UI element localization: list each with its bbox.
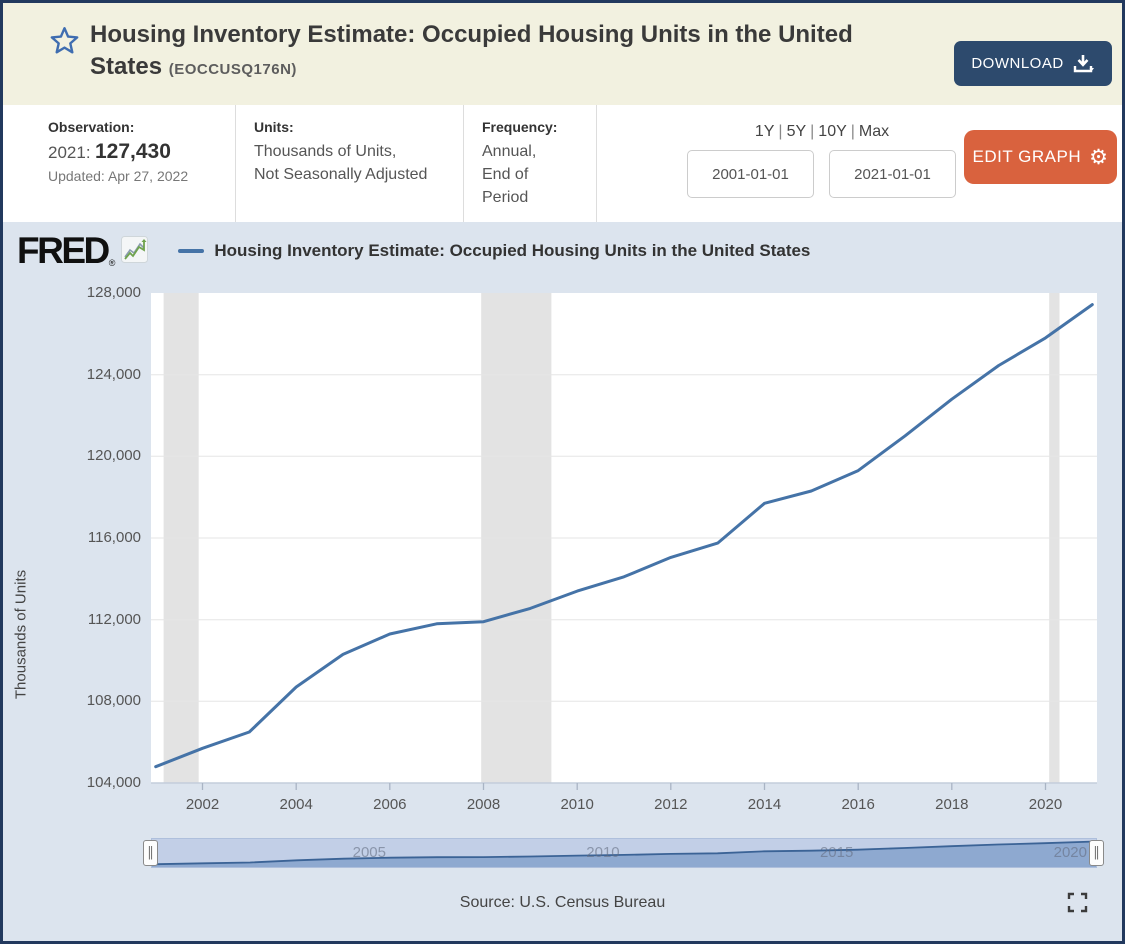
slider-handle-right[interactable]: ‖ — [1089, 840, 1104, 866]
chart-legend: Housing Inventory Estimate: Occupied Hou… — [178, 241, 810, 261]
source-text: Source: U.S. Census Bureau — [459, 894, 666, 911]
y-tick-label: 120,000 — [86, 447, 141, 465]
range-link-1y[interactable]: 1Y — [754, 123, 775, 140]
y-tick-label: 128,000 — [86, 284, 141, 301]
y-axis-title: Thousands of Units — [12, 569, 30, 700]
x-tick-label: 2010 — [560, 796, 594, 813]
slider-year-label: 2015 — [819, 844, 854, 861]
frequency-label: Frequency: — [482, 119, 558, 135]
range-separator: | — [810, 123, 815, 140]
page-title: Housing Inventory Estimate: Occupied Hou… — [90, 21, 853, 80]
download-button[interactable]: DOWNLOAD — [954, 41, 1112, 86]
y-tick-label: 104,000 — [86, 774, 141, 791]
x-tick-label: 2020 — [1028, 796, 1063, 813]
series-id: (EOCCUSQ176N) — [168, 60, 297, 78]
range-links: 1Y | 5Y | 10Y | Max — [687, 123, 957, 141]
x-tick-label: 2006 — [373, 796, 407, 813]
frequency-value-line1: Annual, — [482, 143, 537, 160]
observation-date: 2021: — [48, 143, 91, 162]
y-tick-label: 116,000 — [87, 529, 141, 546]
fred-logo-text: FRED — [17, 230, 110, 271]
x-tick-label: 2004 — [279, 796, 313, 813]
page-header: Housing Inventory Estimate: Occupied Hou… — [3, 3, 1122, 105]
download-icon — [1073, 54, 1094, 72]
meta-bar: Observation: 2021: 127,430 Updated: Apr … — [3, 105, 1122, 222]
chart-section: FRED ® Housing Inventory Estimate: Occup… — [3, 222, 1122, 941]
fullscreen-button[interactable] — [1067, 892, 1088, 916]
edit-graph-button[interactable]: EDIT GRAPH ⚙ — [964, 130, 1117, 184]
slider-mini-chart — [152, 840, 1096, 867]
plot-area[interactable] — [151, 293, 1097, 793]
frequency-block: Frequency: Annual, End of Period — [463, 105, 596, 222]
updated-date: Updated: Apr 27, 2022 — [48, 168, 189, 184]
units-value-line2: Not Seasonally Adjusted — [254, 166, 428, 184]
observation-value: 2021: 127,430 — [48, 140, 217, 164]
range-separator: | — [850, 123, 855, 140]
registered-mark: ® — [108, 258, 116, 268]
legend-label: Housing Inventory Estimate: Occupied Hou… — [214, 240, 811, 260]
slider-year-label: 2010 — [586, 844, 620, 861]
slider-handle-left[interactable]: ‖ — [143, 840, 158, 866]
range-link-10y[interactable]: 10Y — [818, 123, 847, 140]
observation-label: Observation: — [48, 119, 135, 135]
favorite-star-icon[interactable] — [49, 25, 80, 56]
graph-controls: 1Y|5Y|10Y|Max EDIT GRAPH ⚙ — [596, 105, 1122, 222]
units-label: Units: — [254, 119, 294, 135]
y-tick-label: 108,000 — [86, 692, 141, 710]
x-tick-label: 2018 — [935, 796, 969, 813]
x-tick-label: 2008 — [466, 796, 501, 813]
x-tick-label: 2012 — [654, 796, 688, 813]
frequency-value-line2: End of Period — [482, 166, 529, 207]
y-tick-label: 112,000 — [87, 610, 141, 628]
slider-year-label: 2020 — [1053, 844, 1087, 861]
fred-chart-icon — [121, 236, 149, 263]
gear-icon: ⚙ — [1089, 144, 1109, 169]
x-tick-label: 2016 — [841, 796, 875, 813]
range-link-5y[interactable]: 5Y — [786, 123, 807, 140]
observation-number: 127,430 — [95, 140, 171, 163]
fullscreen-icon — [1067, 892, 1088, 913]
y-tick-label: 124,000 — [86, 365, 141, 383]
x-tick-label: 2014 — [747, 796, 782, 813]
date-range-slider[interactable]: 2005 2010 2015 2020 — [151, 838, 1097, 868]
legend-line-swatch — [178, 248, 205, 253]
range-separator: | — [778, 123, 783, 140]
x-tick-label: 2002 — [185, 796, 220, 813]
start-date-input[interactable] — [687, 150, 814, 198]
end-date-input[interactable] — [829, 150, 956, 198]
slider-year-label: 2005 — [352, 844, 386, 861]
range-link-max[interactable]: Max — [858, 123, 890, 140]
units-value-line1: Thousands of Units, — [254, 143, 397, 160]
units-block: Units: Thousands of Units, Not Seasonall… — [235, 105, 463, 222]
fred-logo[interactable]: FRED ® — [17, 230, 149, 271]
observation-block: Observation: 2021: 127,430 Updated: Apr … — [3, 105, 235, 222]
